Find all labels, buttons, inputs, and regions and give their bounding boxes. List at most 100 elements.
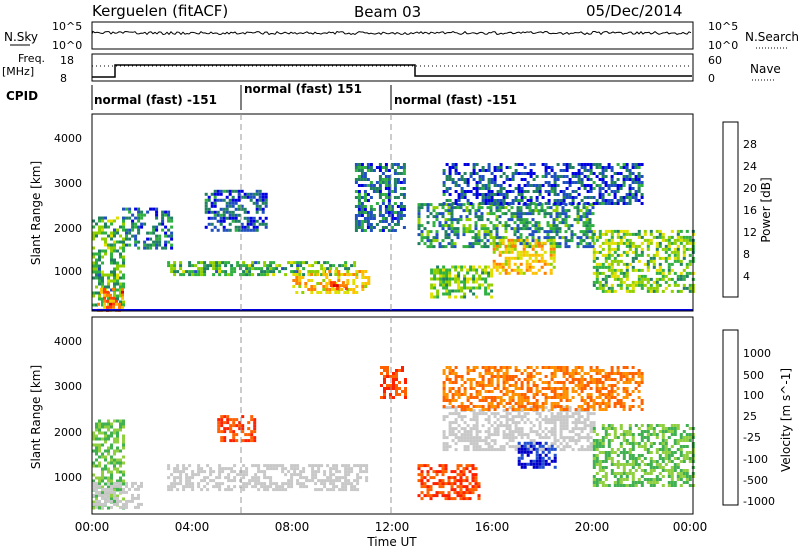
power-cell [637,172,641,175]
velocity-cell [685,439,689,442]
power-cell [179,264,183,268]
power-cell [505,193,509,196]
velocity-cell [496,381,500,384]
power-cell [465,209,469,213]
power-cell [310,288,314,291]
velocity-cell [490,375,494,378]
velocity-cell [466,445,470,449]
power-cell [225,207,229,211]
velocity-cell [460,415,464,419]
velocity-cell [475,427,479,431]
power-cell [490,193,494,196]
power-cell [610,175,614,178]
power-cell [119,246,122,250]
velocity-cell [580,387,584,390]
velocity-cell [595,457,599,460]
velocity-cell [574,439,578,443]
power-cell [522,253,526,257]
power-cell [502,196,506,199]
power-cell [420,230,424,234]
power-cell [378,175,382,178]
velocity-cell [490,396,494,399]
power-cell [140,213,144,217]
velocity-cell [448,378,452,381]
power-cell [448,271,452,275]
power-cell [480,206,484,210]
velocity-cell [179,479,183,483]
velocity-cell [550,375,554,378]
power-cell [634,166,638,169]
power-cell [637,232,641,236]
power-cell [588,212,592,216]
velocity-cell [347,482,351,486]
power-cell [92,294,95,298]
velocity-cell [137,502,140,506]
velocity-cell [308,464,312,468]
power-cell [604,181,608,184]
power-cell [634,256,638,260]
power-cell [631,196,635,199]
power-cell [240,204,244,208]
power-cell [212,261,216,265]
velocity-cell [429,494,433,498]
power-cell [531,259,535,263]
power-cell [516,227,520,231]
velocity-cell [332,467,336,471]
power-cell [583,187,587,190]
power-cell [531,218,535,222]
velocity-cell [447,482,451,486]
power-cell [367,282,371,285]
power-cell [218,261,222,265]
velocity-cell [526,375,530,378]
power-cell [664,286,668,290]
power-cell [616,247,620,251]
velocity-cell [577,427,581,431]
power-cell [332,284,336,288]
velocity-cell [493,433,497,437]
velocity-cell [634,424,638,427]
velocity-cell [113,493,116,497]
velocity-cell [110,458,113,462]
velocity-cell [107,499,110,503]
power-cell [480,215,484,219]
power-cell [631,178,635,181]
power-cell [562,202,566,205]
velocity-cell [323,482,327,486]
power-cell [219,207,223,211]
power-cell [384,163,388,166]
velocity-cell [217,418,221,422]
velocity-cell [404,387,407,390]
velocity-cell [98,484,101,488]
power-cell [487,187,491,190]
power-cell [585,221,589,225]
velocity-cell [347,470,351,474]
power-cell [574,175,578,178]
velocity-cell [682,472,686,475]
power-cell [588,245,592,249]
velocity-cell [535,372,539,375]
power-cell [261,222,265,226]
power-cell [580,178,584,181]
power-cell [516,265,520,269]
power-cell [604,256,608,260]
power-cell [261,210,265,214]
power-cell [346,291,350,294]
velocity-cell [116,496,119,500]
power-cell [640,175,644,178]
velocity-cell [664,457,668,460]
velocity-cell [134,496,137,500]
power-cell [393,223,397,226]
velocity-cell [532,424,536,428]
power-cell [417,215,421,219]
velocity-cell [119,419,122,423]
velocity-cell [122,473,125,477]
velocity-cell [613,463,617,466]
power-cell [517,202,521,205]
velocity-cell [571,387,575,390]
power-cell [343,273,347,276]
velocity-cell [110,484,113,488]
power-cell [463,178,467,181]
velocity-cell [107,493,110,497]
power-cell [592,181,596,184]
velocity-cell [442,405,446,408]
